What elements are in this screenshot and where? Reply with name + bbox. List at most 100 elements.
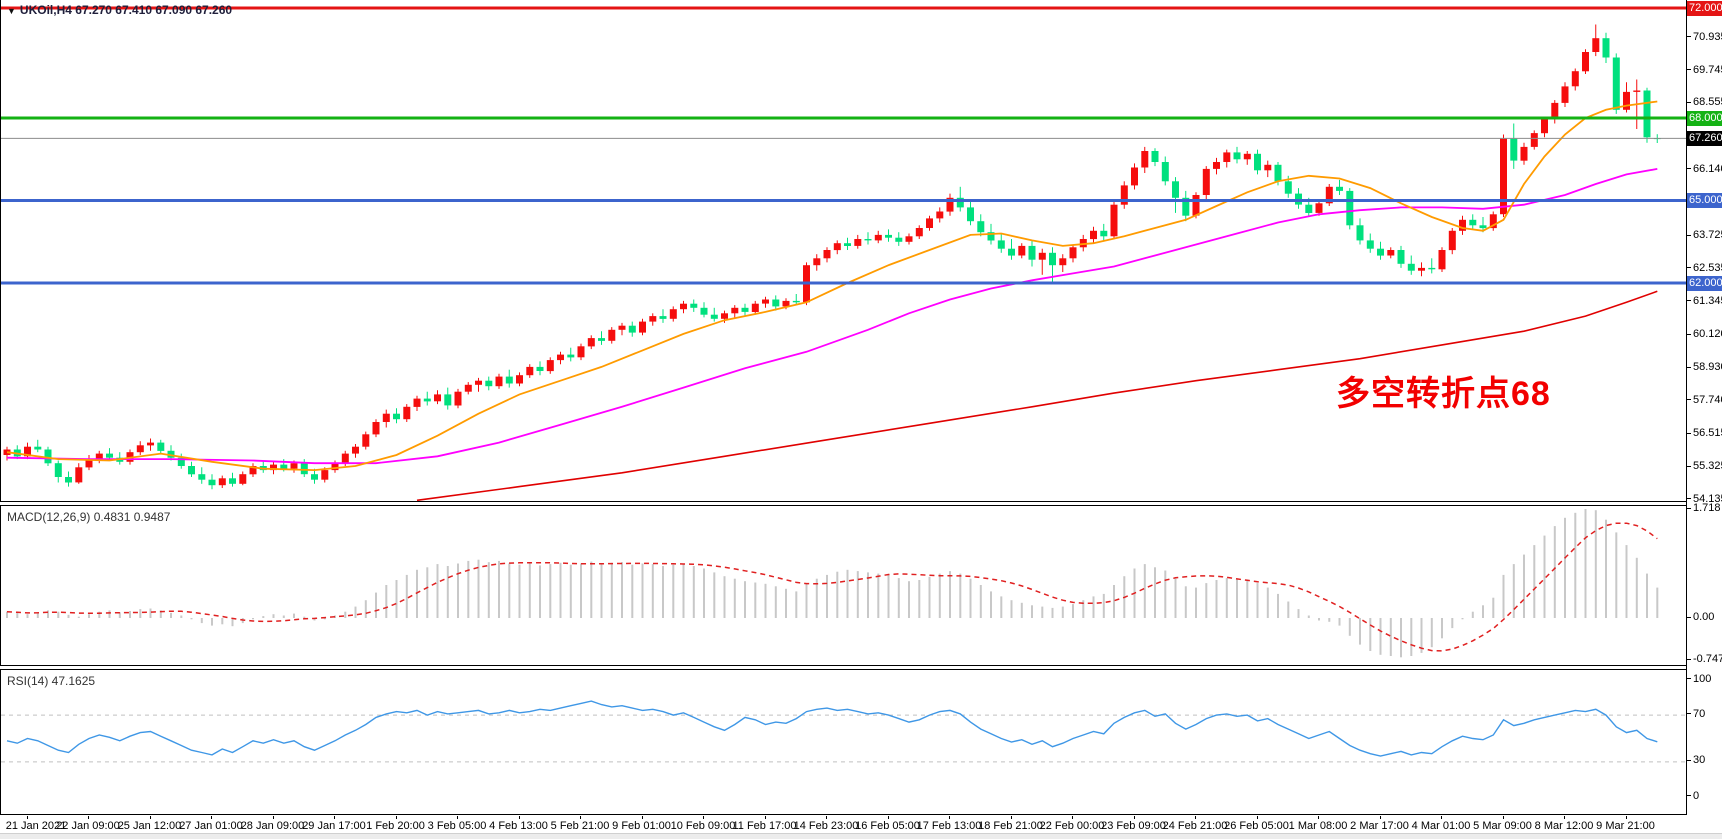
ma-fast-line: [6, 100, 1658, 472]
time-axis-label: 5 Feb 21:00: [550, 820, 610, 832]
time-tick: [334, 816, 335, 819]
rsi-canvas[interactable]: [1, 670, 1686, 814]
price-tick: 56.515: [1687, 427, 1722, 440]
window-bottom-strip: [0, 833, 1722, 839]
price-axis[interactable]: 70.935 69.745 68.555 66.140 63.725 62.535 61.3…: [1686, 0, 1722, 815]
time-tick: [703, 816, 704, 819]
time-tick: [149, 816, 151, 819]
price-tick: 60.120: [1687, 328, 1722, 341]
time-tick: [764, 816, 766, 819]
rsi-panel: RSI(14) 47.1625: [0, 669, 1686, 815]
time-axis-label: 14 Feb 23:00: [793, 820, 859, 832]
time-axis-label: 11 Feb 17:00: [732, 820, 797, 832]
macd-axis-label: 0.00: [1687, 611, 1722, 624]
price-tick: 61.345: [1687, 295, 1722, 308]
ma-slow-line: [416, 290, 1658, 502]
time-axis-label: 4 Mar 01:00: [1411, 820, 1471, 832]
time-tick: [580, 816, 581, 819]
time-tick: [272, 816, 274, 819]
price-tick: 68.555: [1687, 96, 1722, 109]
time-axis-label: 1 Feb 20:00: [366, 820, 425, 832]
time-tick: [457, 816, 458, 819]
time-axis-label: 2 Mar 17:00: [1350, 820, 1409, 832]
rsi-axis-label: 0: [1687, 790, 1722, 803]
candlestick-series: [3, 24, 1661, 490]
macd-axis-label: 1.718: [1687, 502, 1722, 515]
time-tick: [211, 816, 212, 819]
time-tick: [1010, 816, 1012, 819]
price-tick: 55.325: [1687, 460, 1722, 473]
time-tick: [1133, 816, 1135, 819]
time-axis-label: 9 Feb 01:00: [612, 820, 671, 832]
time-axis-label: 29 Jan 17:00: [302, 820, 366, 832]
chart-title-text: UKOil,H4 67.270 67.410 67.090 67.260: [19, 3, 233, 17]
price-level-badge: 65.000: [1687, 193, 1722, 208]
ma-medium-line: [6, 168, 1658, 465]
time-axis-label: 16 Feb 05:00: [855, 820, 920, 832]
time-tick: [1564, 816, 1565, 819]
macd-canvas[interactable]: [1, 506, 1686, 665]
rsi-axis-label: 100: [1687, 673, 1722, 686]
time-axis-label: 21 Jan 2021: [5, 820, 67, 832]
price-tick: 54.135: [1687, 493, 1722, 506]
macd-signal-line: [6, 522, 1658, 652]
time-axis-label: 26 Feb 05:00: [1224, 820, 1289, 832]
time-tick: [1625, 816, 1627, 819]
annotation-text: 多空转折点68: [1336, 375, 1551, 413]
time-tick: [1256, 816, 1258, 819]
time-tick: [641, 816, 643, 819]
rsi-axis-label: 30: [1687, 754, 1722, 767]
chart-title: ▼ UKOil,H4 67.270 67.410 67.090 67.260: [7, 3, 232, 17]
price-chart-panel: ▼ UKOil,H4 67.270 67.410 67.090 67.260 多空…: [0, 0, 1686, 502]
time-axis-label: 18 Feb 21:00: [978, 820, 1043, 832]
price-level-badge: 67.260: [1687, 130, 1722, 146]
rsi-axis-label: 70: [1687, 708, 1722, 721]
time-tick: [26, 816, 28, 819]
price-level-badge: 62.000: [1687, 275, 1722, 291]
time-axis-label: 9 Mar 21:00: [1596, 820, 1655, 832]
macd-axis-label: -0.7475: [1687, 653, 1722, 666]
time-tick: [1379, 816, 1381, 819]
price-level-badge: 68.000: [1687, 110, 1722, 126]
time-axis-label: 22 Jan 09:00: [56, 820, 120, 832]
time-axis-label: 24 Feb 21:00: [1162, 820, 1228, 832]
macd-indicator-label: MACD(12,26,9) 0.4831 0.9487: [7, 510, 171, 524]
horizontal-levels: [1, 6, 1686, 285]
time-tick: [1441, 816, 1442, 819]
time-tick: [518, 816, 520, 819]
price-tick: 62.535: [1687, 262, 1722, 275]
time-axis-label: 1 Mar 08:00: [1288, 820, 1348, 832]
time-axis-label: 22 Feb 00:00: [1039, 820, 1105, 832]
time-axis[interactable]: 21 Jan 2021 22 Jan 09:00 25 Jan 12:00 27 Ja…: [0, 816, 1686, 838]
time-tick: [88, 816, 89, 819]
time-axis-label: 3 Feb 05:00: [427, 820, 487, 832]
rsi-line: [6, 700, 1658, 757]
time-tick: [1318, 816, 1319, 819]
macd-panel: MACD(12,26,9) 0.4831 0.9487: [0, 505, 1686, 666]
price-tick: 63.725: [1687, 229, 1722, 242]
time-tick: [949, 816, 950, 819]
rsi-indicator-label: RSI(14) 47.1625: [7, 674, 96, 688]
time-axis-label: 4 Feb 13:00: [489, 820, 548, 832]
time-axis-label: 23 Feb 09:00: [1101, 820, 1166, 832]
time-tick: [1072, 816, 1073, 819]
symbol-dropdown-icon[interactable]: ▼: [7, 6, 16, 16]
time-axis-label: 5 Mar 09:00: [1473, 820, 1532, 832]
time-axis-label: 27 Jan 01:00: [179, 820, 243, 832]
price-level-badge: 72.000: [1687, 0, 1722, 16]
time-axis-label: 28 Jan 09:00: [240, 820, 305, 832]
time-tick: [395, 816, 397, 819]
time-axis-label: 17 Feb 13:00: [916, 820, 982, 832]
time-tick: [1502, 816, 1504, 819]
price-tick: 66.140: [1687, 163, 1722, 176]
price-tick: 69.745: [1687, 64, 1722, 77]
time-tick: [1195, 816, 1196, 819]
price-tick: 57.740: [1687, 394, 1722, 407]
price-chart-canvas[interactable]: [1, 0, 1686, 502]
time-axis-label: 8 Mar 12:00: [1534, 820, 1594, 832]
time-axis-label: 10 Feb 09:00: [670, 820, 736, 832]
price-tick: 58.930: [1687, 361, 1722, 374]
time-tick: [826, 816, 827, 819]
macd-histogram: [6, 509, 1659, 658]
